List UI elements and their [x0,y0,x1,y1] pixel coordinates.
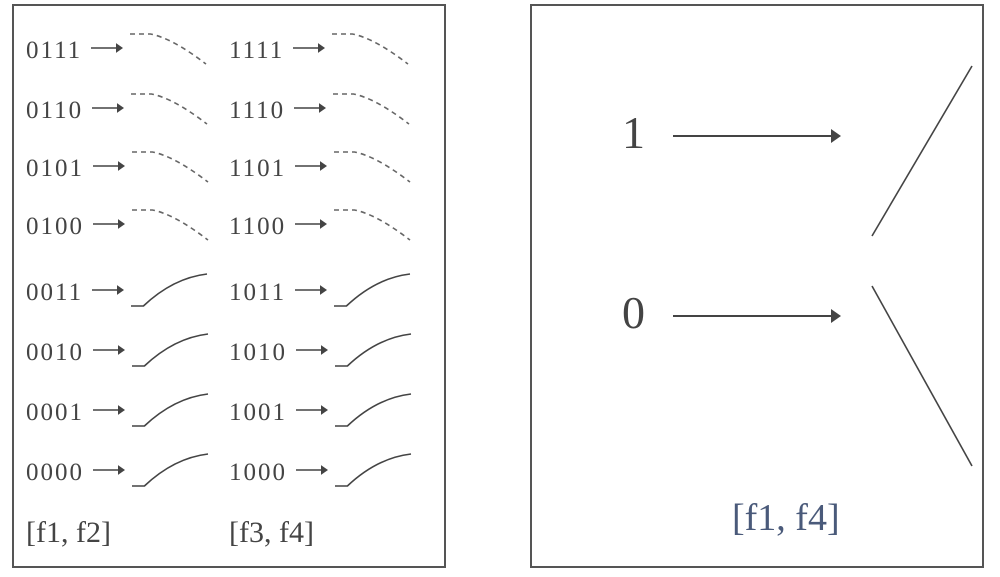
code-row: 0001 [26,390,210,435]
arrow-icon [92,401,126,424]
code-row: 1010 [229,330,413,375]
binary-code: 1101 [229,155,286,183]
waveform-icon [333,390,413,435]
waveform-icon [330,28,410,73]
range-label-right: [f1, f4] [732,496,840,540]
arrow-icon [672,304,842,333]
arrow-icon [295,341,329,364]
code-row: 1000 [229,450,413,495]
diagonal-lines-icon [532,6,982,571]
code-row: 1001 [229,390,413,435]
code-row: 0110 [26,88,209,133]
arrow-icon [90,39,124,62]
left-panel: 0111 0110 0101 0100 0011 0010 0001 0000 [12,4,446,568]
code-row: 0011 [26,270,209,315]
range-label-2: [f3, f4] [229,516,314,550]
waveform-icon [331,88,411,133]
waveform-icon [332,204,412,249]
code-row: 0101 [26,146,210,191]
binary-code: 0111 [26,37,82,65]
arrow-icon [295,401,329,424]
code-row: 1011 [229,270,412,315]
waveform-icon [130,450,210,495]
binary-code: 0110 [26,97,83,125]
arrow-icon [292,39,326,62]
binary-code: 1100 [229,213,286,241]
arrow-icon [294,157,328,180]
binary-code: 0010 [26,339,84,367]
binary-code: 1000 [229,459,287,487]
waveform-icon [332,146,412,191]
waveform-icon [130,330,210,375]
waveform-icon [333,330,413,375]
bit-label: 1 [622,106,645,159]
bit-label: 0 [622,286,645,339]
waveform-icon [130,204,210,249]
binary-code: 0100 [26,213,84,241]
binary-code: 0000 [26,459,84,487]
right-panel: 1 0 [f1, f4] [530,4,984,568]
code-row: 1110 [229,88,411,133]
arrow-icon [91,99,125,122]
waveform-icon [332,270,412,315]
binary-code: 1010 [229,339,287,367]
arrow-icon [91,281,125,304]
waveform-icon [129,88,209,133]
waveform-icon [128,28,208,73]
arrow-icon [294,281,328,304]
binary-code: 1001 [229,399,287,427]
arrow-icon [92,341,126,364]
arrow-icon [293,99,327,122]
arrow-icon [295,461,329,484]
arrow-icon [92,461,126,484]
binary-code: 0011 [26,279,83,307]
binary-code: 1110 [229,97,285,125]
code-row: 1100 [229,204,412,249]
code-row: 0010 [26,330,210,375]
arrow-icon [92,215,126,238]
arrow-icon [92,157,126,180]
code-row: 1101 [229,146,412,191]
code-row: 0100 [26,204,210,249]
waveform-icon [130,146,210,191]
arrow-icon [672,124,842,153]
range-label-1: [f1, f2] [26,516,111,550]
waveform-icon [130,390,210,435]
arrow-icon [294,215,328,238]
code-row: 0000 [26,450,210,495]
binary-code: 0001 [26,399,84,427]
waveform-icon [129,270,209,315]
waveform-icon [333,450,413,495]
binary-code: 1111 [229,37,284,65]
binary-code: 1011 [229,279,286,307]
binary-code: 0101 [26,155,84,183]
code-row: 1111 [229,28,410,73]
code-row: 0111 [26,28,208,73]
